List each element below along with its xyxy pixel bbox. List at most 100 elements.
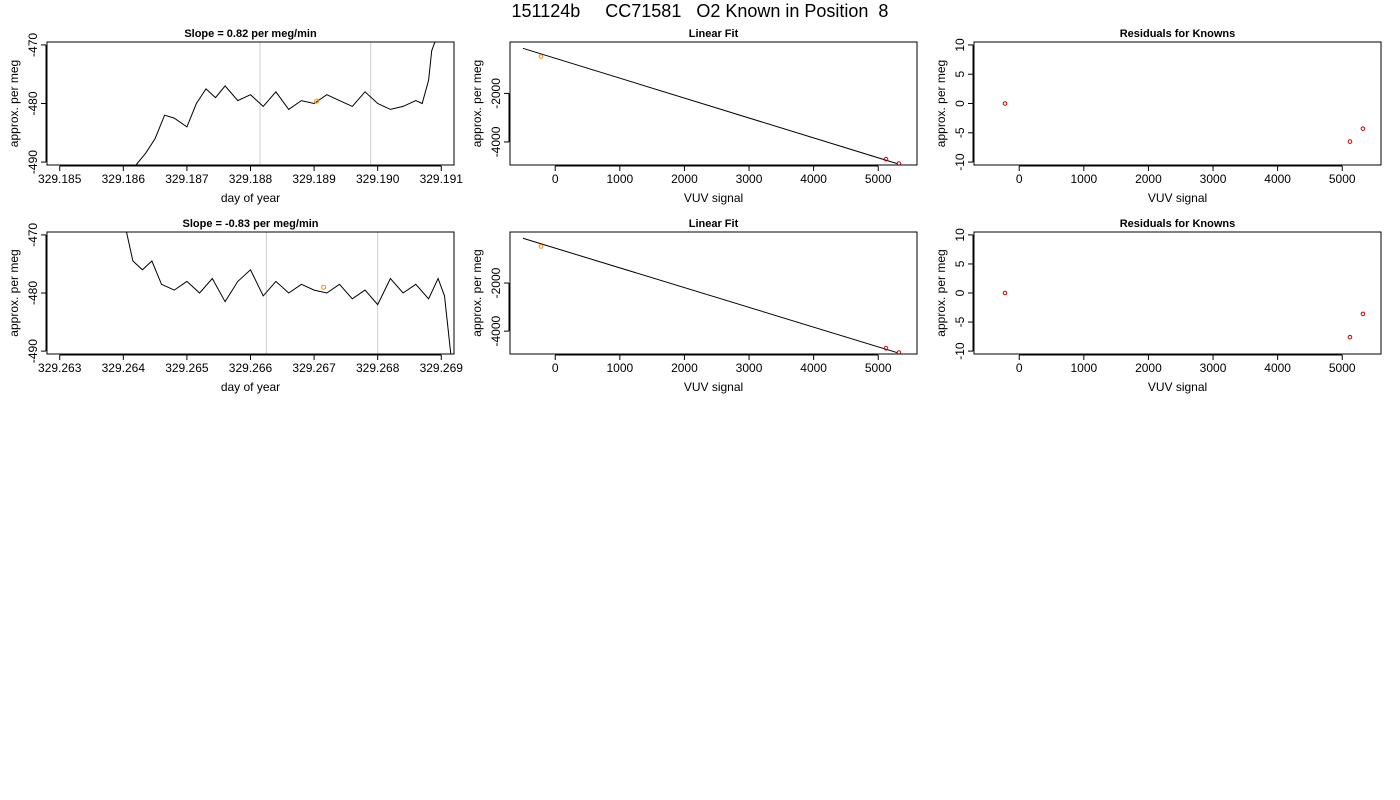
y-tick-label: -10: [953, 342, 967, 360]
x-tick-label: 2000: [671, 361, 698, 375]
y-tick-label: 5: [953, 260, 967, 267]
x-tick-label: 0: [552, 361, 559, 375]
x-axis-label: day of year: [221, 380, 280, 394]
plot-area: [522, 237, 902, 354]
marker-point: [321, 284, 327, 290]
plot-frame: [509, 231, 918, 355]
x-tick-label: 329.186: [102, 172, 146, 186]
chart-title: Slope = -0.83 per meg/min: [182, 218, 318, 230]
x-axis-label: day of year: [221, 191, 280, 205]
x-tick-label: 0: [1016, 172, 1023, 186]
y-axis-label: approx. per meg: [934, 60, 948, 147]
plot-frame: [46, 41, 455, 166]
chart-title: Linear Fit: [689, 28, 739, 40]
x-axis-label: VUV signal: [1148, 380, 1207, 394]
y-tick-label: -470: [26, 223, 40, 247]
data-point: [1002, 290, 1008, 296]
chart-panel: Residuals for Knowns 0 1000 2000 3000 4000 500…: [934, 218, 1382, 394]
chart-title: Linear Fit: [689, 218, 739, 230]
x-tick-label: 5000: [865, 361, 892, 375]
x-tick-label: 2000: [1135, 361, 1162, 375]
plot-frame: [46, 231, 455, 355]
y-tick-label: 5: [953, 71, 967, 78]
y-tick-label: 10: [953, 38, 967, 52]
data-point: [1360, 126, 1366, 131]
fit-line: [522, 237, 898, 354]
y-tick-label: -4000: [489, 315, 503, 346]
x-tick-label: 329.269: [420, 361, 464, 375]
x-tick-label: 329.191: [420, 172, 464, 186]
y-tick-label: 0: [953, 100, 967, 107]
y-axis-label: approx. per meg: [7, 249, 21, 336]
chart-panel: Slope = -0.83 per meg/min 329.263 329.264 3…: [7, 218, 463, 394]
x-tick-label: 329.268: [356, 361, 400, 375]
x-tick-label: 1000: [1070, 361, 1097, 375]
chart-title: Residuals for Knowns: [1120, 218, 1236, 230]
x-tick-label: 329.264: [102, 361, 146, 375]
x-tick-label: 329.185: [38, 172, 82, 186]
fit-line: [522, 47, 898, 165]
plot-frame: [509, 41, 918, 166]
x-tick-label: 4000: [800, 361, 827, 375]
x-tick-label: 5000: [865, 172, 892, 186]
x-tick-label: 0: [552, 172, 559, 186]
y-axis-label: approx. per meg: [934, 249, 948, 336]
x-tick-label: 5000: [1329, 172, 1356, 186]
data-series-line: [126, 232, 452, 354]
chart-panel: Slope = 0.82 per meg/min 329.185 329.186 32…: [7, 28, 463, 205]
x-tick-label: 0: [1016, 361, 1023, 375]
plot-area: [522, 47, 902, 165]
data-point: [896, 350, 902, 354]
y-tick-label: -490: [26, 339, 40, 363]
data-point: [538, 244, 544, 249]
x-axis-label: VUV signal: [684, 191, 743, 205]
data-point: [1347, 334, 1353, 340]
x-tick-label: 1000: [1070, 172, 1097, 186]
x-tick-label: 2000: [1135, 172, 1162, 186]
y-tick-label: -2000: [489, 267, 503, 298]
plot-frame: [973, 231, 1382, 355]
x-tick-label: 3000: [736, 361, 763, 375]
y-tick-label: -480: [26, 281, 40, 305]
chart-title: Residuals for Knowns: [1120, 28, 1236, 40]
y-tick-label: -10: [953, 153, 967, 171]
x-tick-label: 3000: [1200, 361, 1227, 375]
x-tick-label: 329.267: [292, 361, 336, 375]
x-axis-label: VUV signal: [684, 380, 743, 394]
marker-point: [314, 98, 320, 104]
figure-title: 151124b CC71581 O2 Known in Position 8: [511, 1, 889, 21]
data-point: [883, 156, 889, 162]
x-tick-label: 3000: [736, 172, 763, 186]
y-tick-label: 10: [953, 228, 967, 242]
x-tick-label: 329.265: [165, 361, 209, 375]
x-tick-label: 5000: [1329, 361, 1356, 375]
plot-area: [1002, 290, 1366, 340]
data-point: [896, 161, 902, 165]
y-tick-label: -480: [26, 91, 40, 115]
y-tick-label: 0: [953, 289, 967, 296]
plot-area: [135, 42, 436, 165]
y-tick-label: -470: [26, 33, 40, 57]
data-point: [538, 54, 544, 59]
y-tick-label: -4000: [489, 126, 503, 157]
y-tick-label: -2000: [489, 78, 503, 109]
x-tick-label: 3000: [1200, 172, 1227, 186]
plot-area: [1002, 101, 1366, 144]
plot-area: [126, 232, 452, 354]
x-tick-label: 329.187: [165, 172, 209, 186]
y-axis-label: approx. per meg: [470, 249, 484, 336]
x-tick-label: 4000: [1264, 361, 1291, 375]
data-point: [883, 345, 889, 351]
x-tick-label: 1000: [606, 361, 633, 375]
chart-panel: Residuals for Knowns 0 1000 2000 3000 4000 500…: [934, 28, 1382, 205]
x-tick-label: 329.190: [356, 172, 400, 186]
x-tick-label: 329.188: [229, 172, 273, 186]
y-tick-label: -5: [953, 127, 967, 138]
x-tick-label: 4000: [1264, 172, 1291, 186]
x-tick-label: 329.263: [38, 361, 82, 375]
x-tick-label: 329.266: [229, 361, 273, 375]
chart-panel: Linear Fit 0 1000 2000 3000 4000 5000 VUV signa…: [470, 28, 918, 205]
data-series-line: [135, 42, 436, 165]
y-axis-label: approx. per meg: [470, 60, 484, 147]
